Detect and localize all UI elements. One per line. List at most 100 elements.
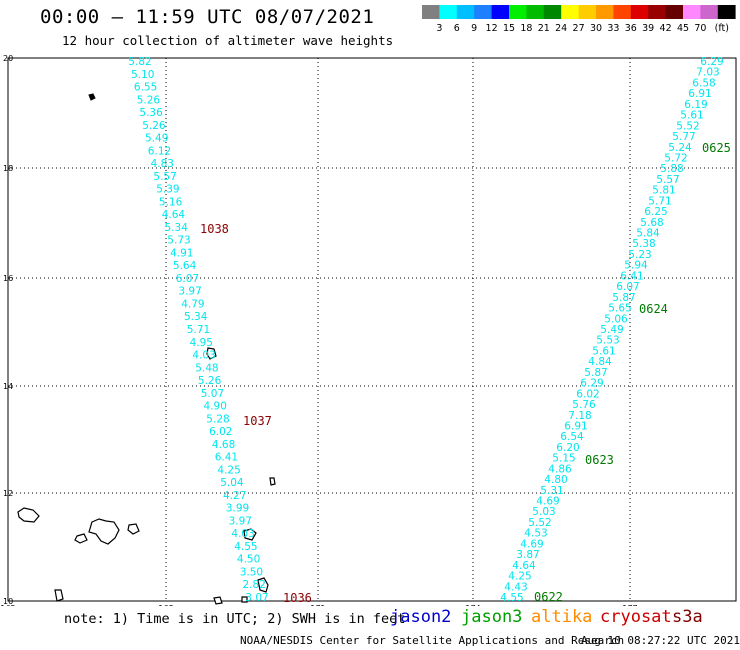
wave-height-value: 5.77 xyxy=(672,131,695,143)
wave-height-value: 6.02 xyxy=(209,426,232,438)
footer-credit: NOAA/NESDIS Center for Satellite Applica… xyxy=(240,634,625,647)
footer-timestamp: Aug 10 08:27:22 UTC 2021 xyxy=(581,634,740,647)
wave-height-value: 4.55 xyxy=(500,592,523,604)
wave-height-value: 4.50 xyxy=(237,554,260,566)
island xyxy=(213,596,223,605)
island xyxy=(206,347,217,360)
colorbar-tick-label: 30 xyxy=(590,23,602,34)
wave-height-value: 5.81 xyxy=(652,185,675,197)
wave-height-value: 5.64 xyxy=(173,260,197,272)
wave-height-value: 7.03 xyxy=(696,67,719,79)
wave-height-value: 4.25 xyxy=(217,464,240,476)
colorbar-swatch xyxy=(526,5,545,19)
colorbar-swatch xyxy=(717,5,736,19)
wave-height-value: 2.82 xyxy=(243,579,266,591)
longitude-label: 168 xyxy=(158,604,173,606)
wave-height-value: 5.76 xyxy=(572,399,596,411)
island xyxy=(243,528,257,541)
island xyxy=(257,577,269,593)
colorbar-tick-label: 24 xyxy=(555,23,567,34)
chart-subtitle: 12 hour collection of altimeter wave hei… xyxy=(62,33,394,48)
wave-height-value: 4.84 xyxy=(588,356,612,368)
colorbar-swatch xyxy=(456,5,475,19)
wave-height-value: 4.55 xyxy=(234,541,257,553)
wave-height-value: 5.57 xyxy=(656,174,679,186)
wave-height-value: 6.41 xyxy=(215,452,238,464)
wave-height-value: 5.73 xyxy=(167,235,190,247)
wave-height-value: 5.24 xyxy=(668,142,692,154)
wave-height-value: 4.64 xyxy=(162,209,186,221)
colorbar-swatch xyxy=(613,5,632,19)
colorbar-swatch xyxy=(561,5,579,19)
wave-height-value: 5.38 xyxy=(632,238,655,250)
wave-height-value: 4.03 xyxy=(231,528,254,540)
wave-height-value: 5.03 xyxy=(532,506,555,518)
wave-height-value: 6.19 xyxy=(684,99,707,111)
wave-height-value: 5.71 xyxy=(187,324,210,336)
wave-height-value: 5.57 xyxy=(153,171,176,183)
map-grid: 20 18 16 14 12 10165 168 171 174 177 xyxy=(0,54,737,606)
pass-time-label: 0622 xyxy=(534,590,563,604)
wave-height-value: 5.26 xyxy=(198,375,222,387)
wave-height-value: 6.91 xyxy=(564,421,587,433)
island xyxy=(54,589,64,602)
wave-height-colorbar: 3 6 9 12 15 18 21 24 27 30 33 36 39 42 45 70 (ft) xyxy=(422,5,736,34)
latitude-label: 20 xyxy=(3,54,13,63)
wave-height-value: 4.68 xyxy=(212,439,235,451)
wave-height-value: 4.79 xyxy=(181,299,204,311)
island xyxy=(88,518,120,545)
colorbar-tick-label: 33 xyxy=(607,23,619,34)
longitude-label: 174 xyxy=(465,604,480,606)
wave-height-value: 5.88 xyxy=(660,163,683,175)
wave-height-value: 5.31 xyxy=(540,485,563,497)
pass-time-label: 1036 xyxy=(283,591,312,605)
wave-height-value: 5.23 xyxy=(628,249,651,261)
colorbar-tick-label: 6 xyxy=(454,23,460,34)
wave-height-value: 3.99 xyxy=(226,503,249,515)
wave-height-value: 6.29 xyxy=(580,378,603,390)
wave-height-value: 4.43 xyxy=(504,581,527,593)
colorbar-swatch xyxy=(422,5,440,19)
wave-height-value: 5.34 xyxy=(165,222,189,234)
wave-height-value: 5.87 xyxy=(584,367,607,379)
wave-height-value: 4.25 xyxy=(508,571,531,583)
wave-height-value: 5.16 xyxy=(159,196,183,208)
colorbar-tick-label: 15 xyxy=(503,23,515,34)
wave-height-value: 5.61 xyxy=(592,345,615,357)
wave-height-value: 5.10 xyxy=(131,69,154,81)
colorbar-swatch xyxy=(578,5,597,19)
legend-altika: altika xyxy=(531,607,593,627)
colorbar-swatch xyxy=(543,5,562,19)
colorbar-swatch xyxy=(630,5,649,19)
wave-height-value: 5.49 xyxy=(600,324,623,336)
wave-height-value: 5.15 xyxy=(552,453,575,465)
wave-height-value: 6.02 xyxy=(576,388,599,400)
pass-time-label: 0624 xyxy=(639,302,668,316)
wave-height-value: 3.07 xyxy=(245,592,268,604)
colorbar-swatch xyxy=(683,5,701,19)
island xyxy=(127,523,140,535)
islands xyxy=(17,93,276,605)
chart-title: 00:00 – 11:59 UTC 08/07/2021 xyxy=(40,6,375,28)
wave-height-value: 4.83 xyxy=(151,158,174,170)
colorbar-tick-label: 18 xyxy=(520,23,532,34)
colorbar-tick-label: 9 xyxy=(471,23,477,34)
wave-height-value: 5.48 xyxy=(195,362,218,374)
colorbar-swatch xyxy=(700,5,719,19)
colorbar-swatch xyxy=(491,5,510,19)
colorbar-swatch xyxy=(665,5,684,19)
wave-height-value: 5.06 xyxy=(604,313,628,325)
colorbar-swatch xyxy=(439,5,458,19)
wave-height-value: 6.54 xyxy=(560,431,584,443)
wave-height-value: 6.07 xyxy=(176,273,199,285)
latitude-label: 14 xyxy=(3,382,13,391)
island xyxy=(241,596,248,603)
wave-height-value: 6.07 xyxy=(616,281,639,293)
wave-height-value: 5.52 xyxy=(528,517,551,529)
island xyxy=(88,93,96,101)
colorbar-swatch xyxy=(509,5,527,19)
colorbar-tick-label: 39 xyxy=(642,23,654,34)
colorbar-swatch xyxy=(596,5,614,19)
colorbar-tick-label: 27 xyxy=(573,23,585,34)
footer-note: note: 1) Time is in UTC; 2) SWH is in fe… xyxy=(64,611,406,627)
